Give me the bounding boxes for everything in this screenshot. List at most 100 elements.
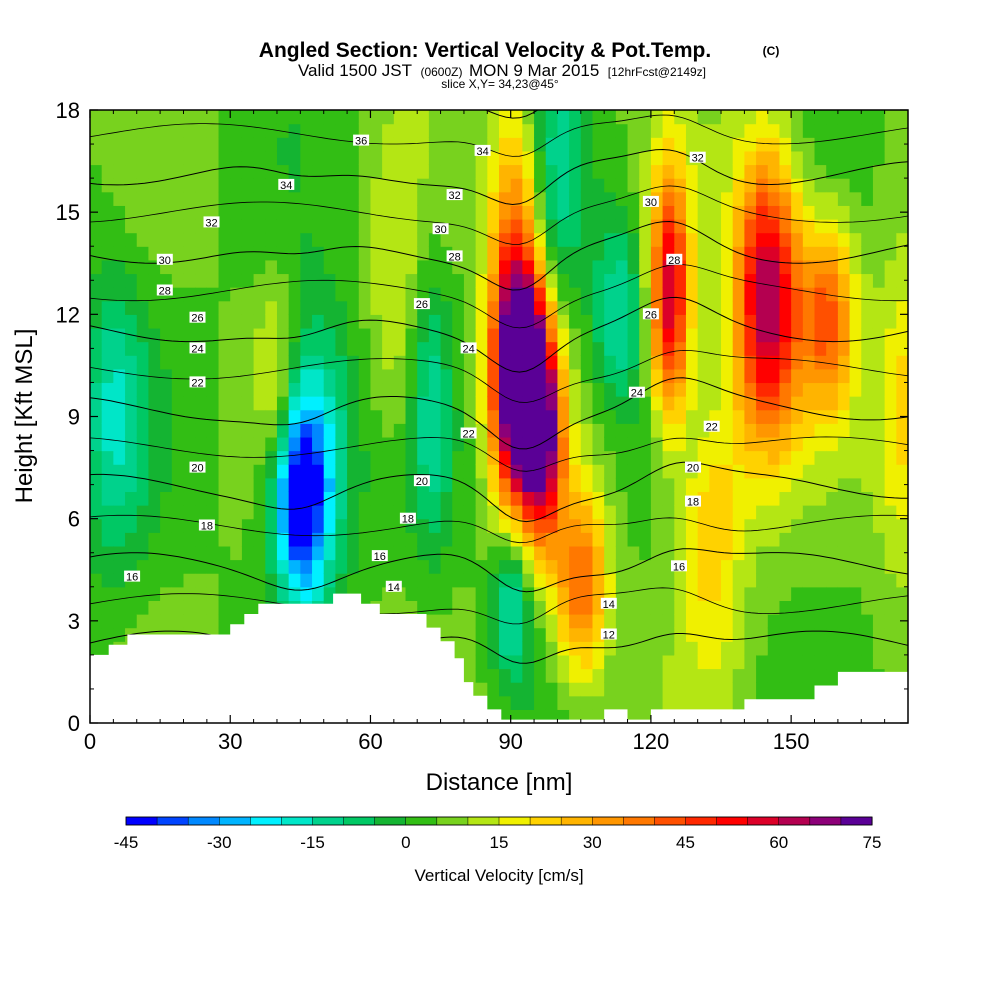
velocity-cell <box>347 518 360 533</box>
velocity-cell <box>744 164 757 179</box>
velocity-cell <box>662 532 675 547</box>
velocity-cell <box>534 641 547 656</box>
velocity-cell <box>463 464 477 479</box>
velocity-cell <box>499 246 512 261</box>
velocity-cell <box>463 110 477 125</box>
velocity-cell <box>721 191 734 206</box>
velocity-cell <box>113 382 126 397</box>
velocity-cell <box>674 205 687 220</box>
terrain-mask <box>90 593 908 723</box>
velocity-cell <box>253 436 266 452</box>
velocity-cell <box>872 505 886 520</box>
velocity-cell <box>534 409 547 424</box>
velocity-cell <box>241 464 255 479</box>
velocity-cell <box>323 436 336 452</box>
velocity-cell <box>253 164 266 179</box>
velocity-cell <box>709 627 722 642</box>
velocity-cell <box>323 450 336 465</box>
velocity-cell <box>335 327 348 343</box>
velocity-cell <box>615 545 629 561</box>
velocity-cell <box>370 436 383 452</box>
velocity-cell <box>475 327 488 343</box>
velocity-cell <box>335 518 348 533</box>
velocity-cell <box>241 423 255 438</box>
velocity-cell <box>136 205 150 220</box>
velocity-cell <box>721 273 734 288</box>
velocity-cell <box>171 246 185 261</box>
velocity-cell <box>510 695 523 710</box>
velocity-cell <box>522 682 535 697</box>
velocity-cell <box>779 682 792 697</box>
velocity-cell <box>405 246 418 261</box>
velocity-cell <box>312 110 325 125</box>
velocity-cell <box>709 178 722 193</box>
velocity-cell <box>744 464 757 479</box>
velocity-cell <box>148 573 161 588</box>
velocity-cell <box>662 150 675 166</box>
velocity-cell <box>358 464 372 479</box>
velocity-cell <box>545 654 559 670</box>
velocity-cell <box>779 559 792 574</box>
velocity-cell <box>767 450 781 465</box>
velocity-cell <box>650 409 664 424</box>
velocity-cell <box>370 273 383 288</box>
velocity-cell <box>697 545 710 561</box>
velocity-cell <box>650 695 664 710</box>
velocity-cell <box>125 464 138 479</box>
velocity-cell <box>557 150 570 166</box>
velocity-cell <box>276 110 290 125</box>
velocity-cell <box>872 586 886 601</box>
velocity-cell <box>335 341 348 356</box>
velocity-cell <box>183 191 196 206</box>
velocity-cell <box>358 532 372 547</box>
velocity-cell <box>195 409 208 424</box>
velocity-cell <box>802 232 816 247</box>
velocity-cell <box>580 668 594 683</box>
velocity-cell <box>721 232 734 247</box>
velocity-cell <box>534 368 547 384</box>
svg-text:18: 18 <box>687 497 699 509</box>
velocity-cell <box>872 573 886 588</box>
velocity-cell <box>463 545 477 561</box>
velocity-cell <box>206 232 220 247</box>
colorbar-swatch <box>560 816 593 826</box>
velocity-cell <box>195 191 208 206</box>
velocity-cell <box>756 559 769 574</box>
velocity-cell <box>300 123 313 138</box>
velocity-cell <box>183 573 196 588</box>
velocity-cell <box>382 464 395 479</box>
velocity-cell <box>709 654 722 670</box>
velocity-cell <box>627 518 640 533</box>
theta-contour-label: 26 <box>413 298 430 311</box>
velocity-cell <box>475 259 488 275</box>
velocity-cell <box>650 110 664 125</box>
velocity-cell <box>697 600 710 615</box>
velocity-cell <box>358 491 372 506</box>
velocity-cell <box>744 532 757 547</box>
velocity-cell <box>253 232 266 247</box>
velocity-cell <box>557 477 570 493</box>
velocity-cell <box>861 505 874 520</box>
velocity-cell <box>604 423 617 438</box>
velocity-cell <box>872 341 886 356</box>
velocity-cell <box>662 695 675 710</box>
velocity-cell <box>767 436 781 452</box>
velocity-cell <box>253 464 266 479</box>
velocity-cell <box>312 341 325 356</box>
velocity-cell <box>709 505 722 520</box>
velocity-cell <box>837 505 851 520</box>
velocity-cell <box>604 110 617 125</box>
colorbar-label: Vertical Velocity [cm/s] <box>414 866 583 885</box>
velocity-cell <box>826 191 839 206</box>
velocity-cell <box>650 382 664 397</box>
velocity-cell <box>697 695 710 710</box>
velocity-cell <box>160 518 173 533</box>
velocity-cell <box>288 287 301 302</box>
velocity-cell <box>779 218 792 234</box>
velocity-cell <box>475 287 488 302</box>
velocity-cell <box>615 368 629 384</box>
velocity-cell <box>732 164 745 179</box>
velocity-cell <box>849 450 862 465</box>
velocity-cell <box>615 505 629 520</box>
velocity-cell <box>452 409 465 424</box>
